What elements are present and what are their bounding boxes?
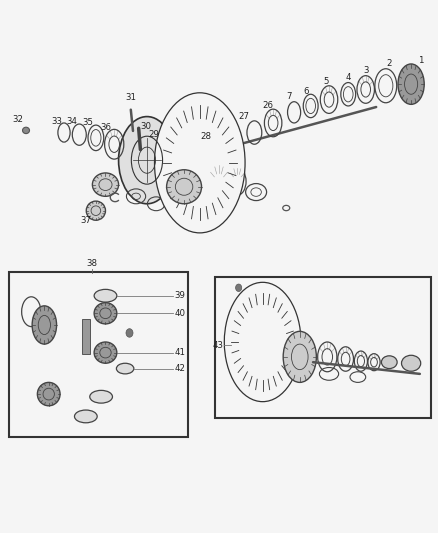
Ellipse shape — [231, 293, 294, 391]
Bar — [82, 319, 90, 354]
Text: 4: 4 — [346, 72, 351, 82]
Ellipse shape — [94, 303, 117, 324]
Ellipse shape — [162, 106, 237, 220]
Text: 40: 40 — [174, 309, 185, 318]
Text: 28: 28 — [201, 132, 212, 141]
Text: 26: 26 — [262, 101, 273, 110]
Text: 1: 1 — [418, 56, 424, 64]
Ellipse shape — [90, 390, 113, 403]
Text: 32: 32 — [13, 115, 24, 124]
Ellipse shape — [224, 282, 301, 402]
Text: 43: 43 — [212, 341, 223, 350]
Text: 27: 27 — [239, 112, 250, 121]
Ellipse shape — [22, 127, 29, 134]
Bar — [10, 272, 188, 437]
Text: 35: 35 — [82, 118, 94, 127]
Ellipse shape — [86, 201, 106, 220]
Text: 5: 5 — [323, 77, 329, 86]
Ellipse shape — [119, 117, 175, 204]
Text: 6: 6 — [304, 86, 309, 95]
Ellipse shape — [32, 306, 57, 344]
Text: 39: 39 — [174, 291, 185, 300]
Text: 29: 29 — [148, 130, 159, 139]
Ellipse shape — [155, 93, 245, 233]
Ellipse shape — [92, 173, 119, 196]
Ellipse shape — [381, 356, 397, 368]
Text: 42: 42 — [174, 364, 185, 373]
Text: 3: 3 — [363, 67, 368, 75]
Text: 33: 33 — [51, 117, 62, 126]
Text: 30: 30 — [140, 122, 151, 131]
Ellipse shape — [37, 382, 60, 406]
Text: 36: 36 — [101, 123, 112, 132]
Ellipse shape — [94, 342, 117, 364]
Text: 7: 7 — [286, 92, 292, 101]
Text: 41: 41 — [174, 348, 185, 357]
Ellipse shape — [402, 356, 421, 371]
Ellipse shape — [398, 64, 424, 104]
Ellipse shape — [283, 332, 316, 382]
Text: 37: 37 — [81, 216, 92, 225]
Ellipse shape — [166, 169, 201, 204]
Text: 34: 34 — [66, 117, 77, 126]
Ellipse shape — [117, 364, 134, 374]
Bar — [215, 277, 431, 418]
Ellipse shape — [94, 289, 117, 302]
Text: 2: 2 — [386, 59, 392, 68]
Text: 31: 31 — [125, 93, 136, 102]
Circle shape — [236, 284, 242, 292]
Ellipse shape — [74, 410, 97, 423]
Text: 38: 38 — [87, 260, 98, 268]
Circle shape — [126, 329, 133, 337]
